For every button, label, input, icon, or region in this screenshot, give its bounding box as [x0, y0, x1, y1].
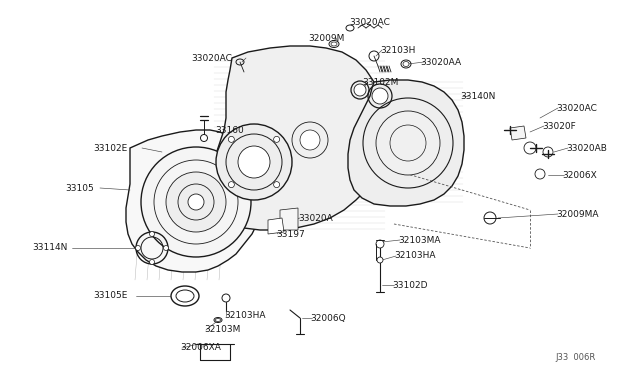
Text: 32103H: 32103H	[380, 45, 415, 55]
Text: 33020AB: 33020AB	[566, 144, 607, 153]
Polygon shape	[510, 126, 526, 140]
Text: 33160: 33160	[215, 125, 244, 135]
Circle shape	[543, 147, 553, 157]
Circle shape	[524, 142, 536, 154]
Circle shape	[372, 88, 388, 104]
Ellipse shape	[216, 318, 221, 321]
Circle shape	[188, 194, 204, 210]
Polygon shape	[348, 80, 464, 206]
Text: 32103HA: 32103HA	[394, 251, 435, 260]
Circle shape	[376, 111, 440, 175]
Polygon shape	[280, 208, 298, 230]
Circle shape	[377, 257, 383, 263]
Text: 33114N: 33114N	[33, 244, 68, 253]
Polygon shape	[126, 130, 264, 272]
Text: 33020AC: 33020AC	[191, 54, 232, 62]
Ellipse shape	[331, 42, 337, 46]
Text: 32103HA: 32103HA	[224, 311, 266, 321]
Circle shape	[376, 240, 384, 248]
Polygon shape	[268, 218, 284, 234]
Circle shape	[163, 246, 168, 250]
Text: J33  006R: J33 006R	[556, 353, 596, 362]
Text: 33105: 33105	[65, 183, 94, 192]
Polygon shape	[210, 46, 386, 230]
Text: 32103MA: 32103MA	[398, 235, 440, 244]
Circle shape	[222, 294, 230, 302]
Circle shape	[166, 172, 226, 232]
Circle shape	[300, 130, 320, 150]
Circle shape	[200, 135, 207, 141]
Text: 32006Q: 32006Q	[310, 314, 346, 323]
Circle shape	[274, 137, 280, 142]
Text: 33020AC: 33020AC	[349, 17, 390, 26]
Circle shape	[228, 182, 234, 187]
Text: 32009M: 32009M	[308, 33, 344, 42]
Text: 33140N: 33140N	[460, 92, 495, 100]
Circle shape	[238, 146, 270, 178]
Text: 32009MA: 32009MA	[556, 209, 598, 218]
Ellipse shape	[403, 61, 409, 67]
Ellipse shape	[354, 84, 366, 96]
Circle shape	[216, 124, 292, 200]
Circle shape	[228, 137, 234, 142]
Text: 33105E: 33105E	[93, 292, 128, 301]
Text: 32006X: 32006X	[562, 170, 596, 180]
Circle shape	[141, 147, 251, 257]
Text: 33020A: 33020A	[298, 214, 333, 222]
Text: 33102D: 33102D	[392, 280, 428, 289]
Circle shape	[150, 260, 154, 264]
Circle shape	[535, 169, 545, 179]
Circle shape	[136, 246, 141, 250]
Text: 33197: 33197	[276, 230, 305, 238]
Text: 32006XA: 32006XA	[180, 343, 221, 353]
Text: 33020AC: 33020AC	[556, 103, 597, 112]
Text: 33102M: 33102M	[362, 77, 398, 87]
Circle shape	[484, 212, 496, 224]
Circle shape	[150, 231, 154, 237]
Circle shape	[274, 182, 280, 187]
Text: 33102E: 33102E	[93, 144, 128, 153]
Text: 33020AA: 33020AA	[420, 58, 461, 67]
Text: 32103M: 32103M	[204, 326, 241, 334]
Text: 33020F: 33020F	[542, 122, 576, 131]
